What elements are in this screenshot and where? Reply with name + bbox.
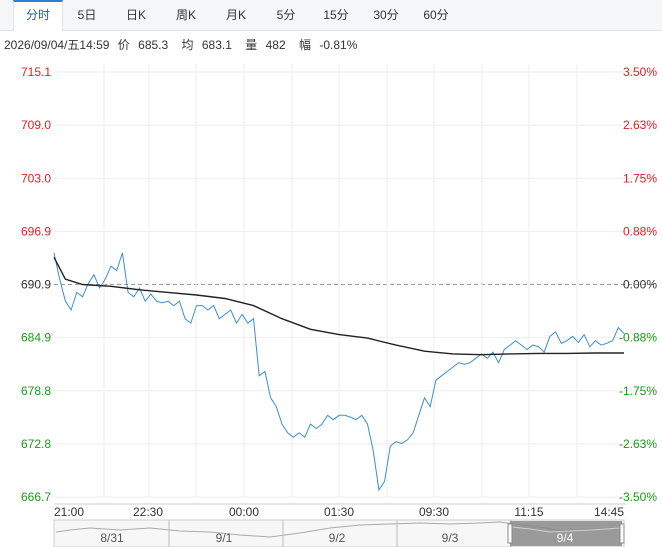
left-axis-label: 690.9 (21, 278, 51, 292)
average-price-line (53, 256, 624, 356)
tab-2[interactable]: 日K (125, 8, 146, 22)
x-tick-label: 09:30 (419, 505, 449, 519)
right-axis-label: 1.75% (623, 171, 657, 185)
left-axis-label: 715.1 (21, 65, 51, 79)
right-axis-label: -2.63% (619, 437, 657, 451)
tab-0[interactable]: 分时 (13, 0, 63, 31)
volume-value: 482 (265, 38, 286, 52)
x-tick-label: 00:00 (229, 505, 259, 519)
right-axis-label: 2.63% (623, 118, 657, 132)
change-value: -0.81% (319, 38, 358, 52)
tab-6[interactable]: 15分 (323, 8, 349, 22)
navigator-selection (510, 521, 622, 546)
avg-label: 均 (181, 38, 194, 52)
tab-1[interactable]: 5日 (77, 8, 97, 22)
left-axis-label: 684.9 (21, 331, 51, 345)
navigator-date-label: 8/31 (100, 531, 124, 545)
left-axis-label: 696.9 (21, 224, 51, 238)
price-line (53, 252, 625, 492)
left-axis-label: 678.8 (21, 384, 51, 398)
price-label: 价 (117, 38, 130, 52)
left-axis-label: 666.7 (21, 490, 51, 504)
period-tabs: 分时 5日 日K 周K 月K 5分 15分 30分 60分 (0, 0, 662, 31)
right-axis-label: -1.75% (619, 384, 657, 398)
tab-5[interactable]: 5分 (276, 8, 296, 22)
tab-3[interactable]: 周K (175, 8, 196, 22)
tab-4[interactable]: 月K (225, 8, 246, 22)
info-bar: 2026/09/04/五14:59 价 685.3 均 683.1 量 482 … (4, 36, 367, 53)
x-tick-label: 01:30 (324, 505, 354, 519)
navigator-handle[interactable] (619, 523, 625, 544)
x-tick-label: 21:00 (54, 505, 84, 519)
volume-label: 量 (245, 38, 258, 52)
x-tick-label: 14:45 (594, 505, 624, 519)
datetime: 2026/09/04/五14:59 (4, 38, 110, 52)
navigator-date-label: 9/4 (557, 531, 574, 545)
right-axis-label: 0.00% (623, 278, 657, 292)
navigator-date-label: 9/1 (216, 531, 233, 545)
right-axis-label: 3.50% (623, 65, 657, 79)
x-tick-label: 11:15 (514, 505, 543, 519)
right-axis-label: -0.88% (619, 331, 657, 345)
price-value: 685.3 (138, 38, 169, 52)
left-axis-label: 672.8 (21, 437, 51, 451)
tab-7[interactable]: 30分 (373, 8, 399, 22)
navigator-selection-line (511, 526, 621, 533)
tab-8[interactable]: 60分 (423, 8, 449, 22)
navigator-date-label: 9/2 (329, 531, 346, 545)
right-axis-label: 0.88% (623, 224, 657, 238)
change-label: 幅 (298, 38, 311, 52)
left-axis-label: 709.0 (21, 118, 51, 132)
left-axis-label: 703.0 (21, 171, 51, 185)
navigator-handle[interactable] (507, 523, 513, 544)
avg-value: 683.1 (201, 38, 232, 52)
right-axis-label: -3.50% (619, 490, 657, 504)
x-tick-label: 22:30 (133, 505, 163, 519)
navigator-date-label: 9/3 (442, 531, 459, 545)
